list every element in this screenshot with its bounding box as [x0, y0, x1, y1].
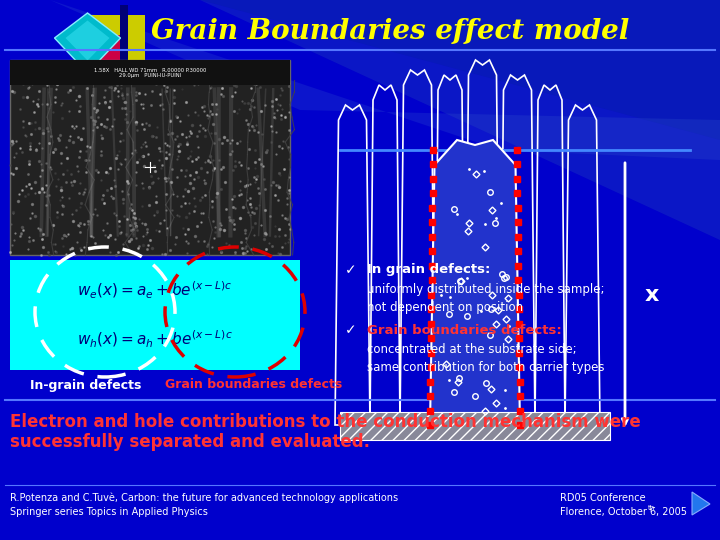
Text: x: x [645, 285, 660, 305]
Text: $w_h(x) = a_h + be^{(x-L)c}$: $w_h(x) = a_h + be^{(x-L)c}$ [77, 329, 233, 350]
FancyBboxPatch shape [10, 260, 300, 370]
Polygon shape [50, 0, 720, 160]
Text: successfully separated and evaluated.: successfully separated and evaluated. [10, 433, 370, 451]
Text: Electron and hole contributions to the conduction mechanism were: Electron and hole contributions to the c… [10, 413, 641, 431]
Text: , 2005: , 2005 [656, 507, 687, 517]
Text: ✓: ✓ [345, 323, 356, 337]
Text: RD05 Conference: RD05 Conference [560, 493, 646, 503]
Text: not dependent on position: not dependent on position [367, 301, 523, 314]
Text: 1.58X   HALL WD 71mm   R.00000 P.30000
29.0μm   PUINI-IU-PUINI: 1.58X HALL WD 71mm R.00000 P.30000 29.0μ… [94, 68, 206, 78]
Text: Florence, October 6: Florence, October 6 [560, 507, 656, 517]
Polygon shape [692, 492, 710, 515]
Text: In grain defects:: In grain defects: [367, 264, 490, 276]
Bar [340, 412, 610, 440]
Text: In-grain defects: In-grain defects [30, 379, 141, 392]
Bar [120, 5, 128, 85]
Polygon shape [200, 0, 720, 240]
Text: Grain Boundaries effect model: Grain Boundaries effect model [151, 18, 629, 45]
Polygon shape [430, 140, 520, 425]
Bar [10, 60, 290, 255]
Text: $w_e(x) = a_e + be^{(x-L)c}$: $w_e(x) = a_e + be^{(x-L)c}$ [77, 280, 233, 301]
Text: same contribution for both carrier types: same contribution for both carrier types [367, 361, 605, 375]
Text: Springer series Topics in Applied Physics: Springer series Topics in Applied Physic… [10, 507, 208, 517]
Text: concentrated at the substrate side;: concentrated at the substrate side; [367, 343, 577, 356]
Bar [90, 15, 145, 70]
Polygon shape [66, 21, 109, 60]
Polygon shape [200, 0, 720, 140]
Text: uniformly distributed inside the sample;: uniformly distributed inside the sample; [367, 284, 605, 296]
Text: ✓: ✓ [345, 263, 356, 277]
Text: Grain boundaries defects: Grain boundaries defects [165, 379, 342, 392]
Bar [75, 35, 125, 85]
Text: Grain boundaries defects:: Grain boundaries defects: [367, 323, 562, 336]
Polygon shape [55, 13, 120, 73]
Text: th: th [648, 505, 655, 511]
Bar [10, 60, 290, 85]
Text: R.Potenza and C.Tuvè, Carbon: the future for advanced technology applications: R.Potenza and C.Tuvè, Carbon: the future… [10, 492, 398, 503]
